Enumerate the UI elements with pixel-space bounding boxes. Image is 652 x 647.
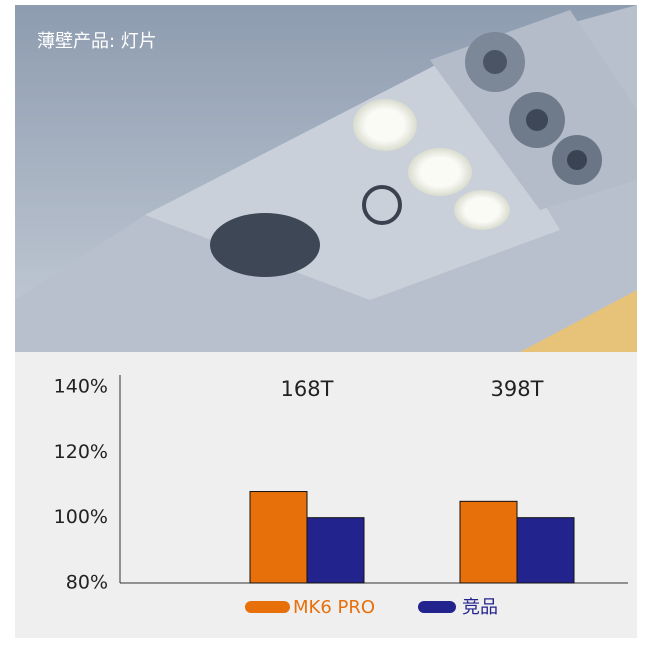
bar bbox=[516, 517, 575, 584]
category-label: 398T bbox=[491, 377, 544, 401]
y-tick-label: 80% bbox=[66, 572, 108, 594]
legend-swatch bbox=[245, 601, 290, 613]
photo-title: 薄壁产品: 灯片 bbox=[37, 31, 157, 52]
y-tick-label: 140% bbox=[54, 376, 108, 398]
chart: 80% 100% 120% 140% 168T 398T MK6 PRO 竞品 bbox=[54, 375, 628, 618]
y-tick-label: 120% bbox=[54, 441, 108, 463]
category-label: 168T bbox=[281, 377, 334, 401]
chart-panel bbox=[15, 352, 637, 638]
photo: 薄壁产品: 灯片 bbox=[15, 5, 637, 352]
bar bbox=[249, 491, 308, 584]
bar bbox=[306, 517, 365, 584]
y-tick-label: 100% bbox=[54, 506, 108, 528]
legend-label: 竞品 bbox=[462, 597, 498, 618]
legend-swatch bbox=[418, 601, 456, 613]
legend-label: MK6 PRO bbox=[293, 597, 375, 618]
bar bbox=[459, 500, 518, 584]
